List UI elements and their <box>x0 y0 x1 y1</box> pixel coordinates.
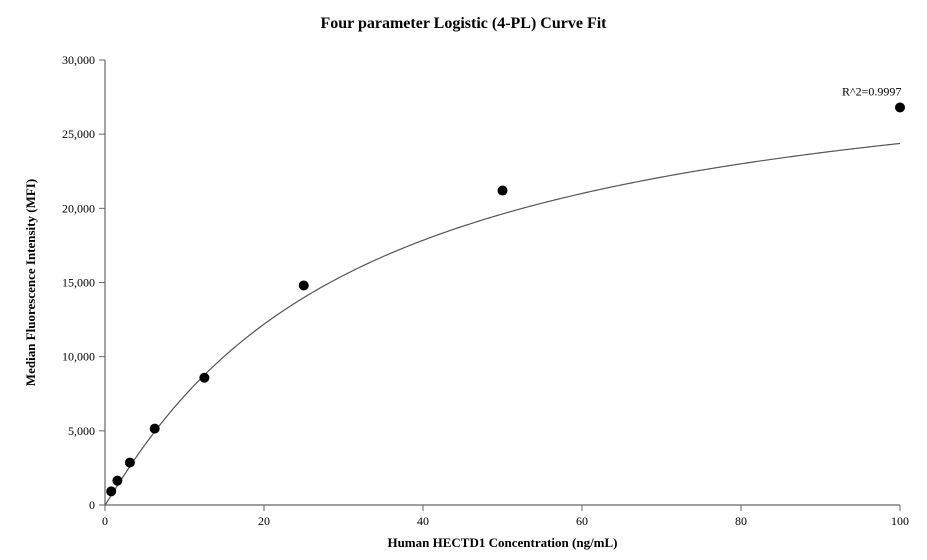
chart-background <box>0 0 927 560</box>
r-squared-annotation: R^2=0.9997 <box>842 84 901 98</box>
y-tick-label: 15,000 <box>62 276 95 290</box>
data-point <box>895 102 905 112</box>
x-tick-label: 80 <box>735 514 747 528</box>
x-tick-label: 40 <box>417 514 429 528</box>
y-axis-label: Median Fluorescence Intensity (MFI) <box>23 179 38 386</box>
data-point <box>498 186 508 196</box>
data-point <box>199 373 209 383</box>
x-tick-label: 60 <box>576 514 588 528</box>
data-point <box>125 458 135 468</box>
chart-container: Four parameter Logistic (4-PL) Curve Fit… <box>0 0 927 560</box>
data-point <box>106 486 116 496</box>
data-point <box>112 476 122 486</box>
data-point <box>299 280 309 290</box>
y-tick-label: 25,000 <box>62 127 95 141</box>
data-point <box>150 424 160 434</box>
y-tick-label: 0 <box>89 498 95 512</box>
y-tick-label: 5,000 <box>68 424 95 438</box>
y-tick-label: 20,000 <box>62 201 95 215</box>
chart-svg: Four parameter Logistic (4-PL) Curve Fit… <box>0 0 927 560</box>
chart-title: Four parameter Logistic (4-PL) Curve Fit <box>320 15 607 32</box>
x-tick-label: 0 <box>102 514 108 528</box>
x-tick-label: 100 <box>891 514 909 528</box>
x-axis-label: Human HECTD1 Concentration (ng/mL) <box>387 535 617 550</box>
y-tick-label: 10,000 <box>62 350 95 364</box>
x-tick-label: 20 <box>258 514 270 528</box>
y-tick-label: 30,000 <box>62 53 95 67</box>
